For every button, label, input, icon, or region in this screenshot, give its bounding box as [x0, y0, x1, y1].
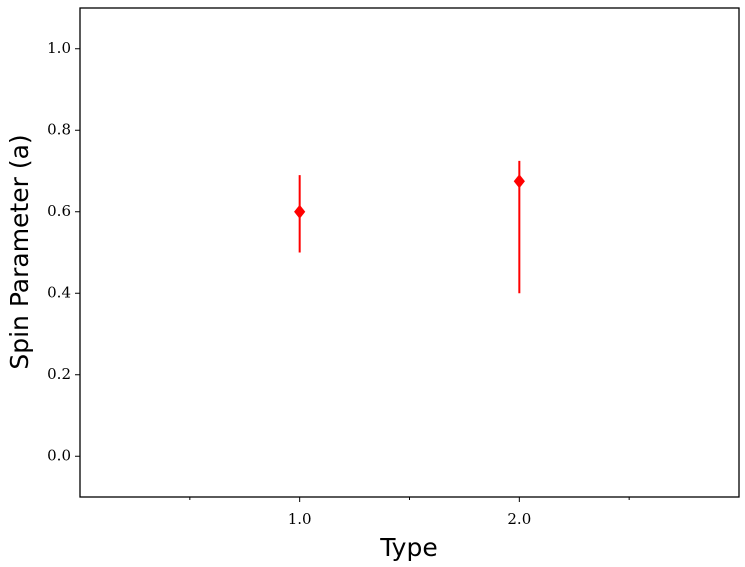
- y-tick-label: 0.8: [47, 120, 71, 138]
- y-tick-label: 0.6: [47, 202, 71, 220]
- y-tick-label: 1.0: [47, 39, 71, 57]
- y-tick-label: 0.4: [47, 283, 71, 301]
- plot-frame: [79, 7, 740, 498]
- data-point: [513, 174, 525, 189]
- x-tick-label: 2.0: [507, 510, 531, 528]
- y-tick-label: 0.0: [47, 446, 71, 464]
- y-tick-label: 0.2: [47, 365, 71, 383]
- x-tick-label: 1.0: [288, 510, 312, 528]
- x-axis-label: Type: [379, 533, 437, 562]
- data-point: [294, 204, 306, 219]
- y-axis-label: Spin Parameter (a): [5, 134, 34, 369]
